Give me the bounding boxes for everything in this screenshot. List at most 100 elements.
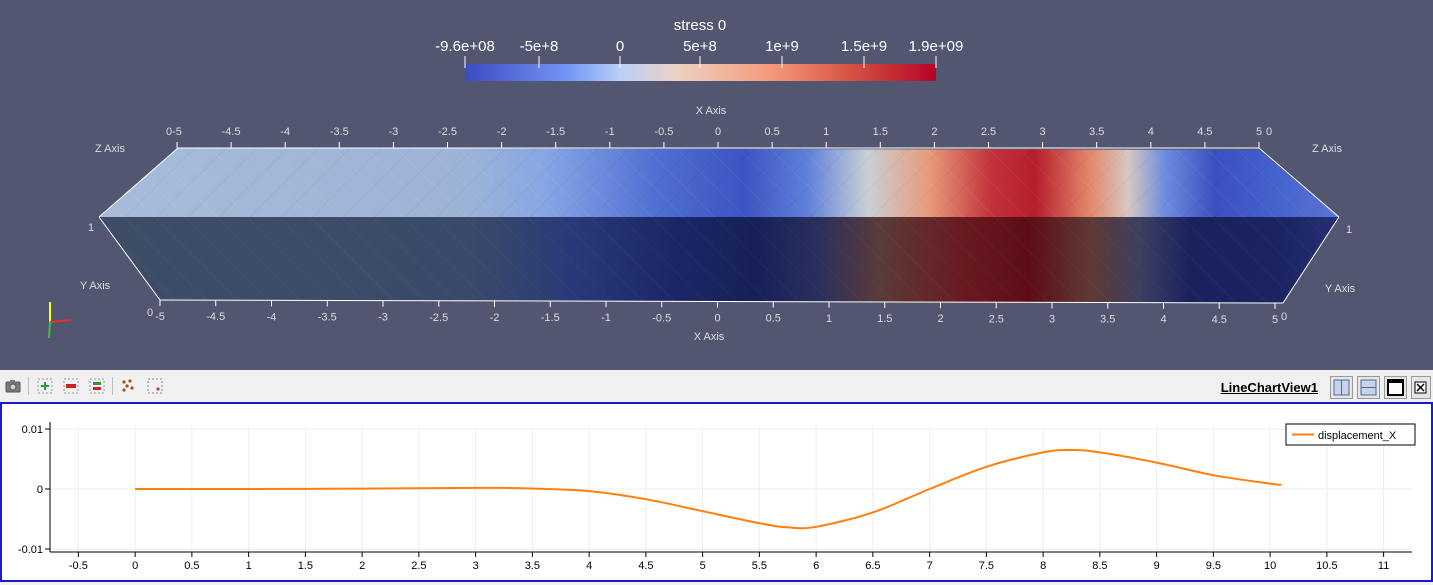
colorbar-label: 0 (616, 38, 624, 55)
colorbar-label: 5e+8 (683, 38, 717, 55)
axis-line-bottom (159, 299, 1284, 304)
x-axis-tick-label-top: 4.5 (1197, 126, 1212, 138)
close-icon[interactable] (1411, 376, 1431, 399)
camera-icon[interactable] (3, 376, 23, 396)
x-axis-tick-label-top: 1 (823, 126, 829, 138)
zoom-in-icon[interactable] (35, 376, 55, 396)
split-horizontal-icon[interactable] (1330, 376, 1353, 399)
x-axis-tick-label-top: -4 (280, 126, 290, 138)
colorbar-title: stress 0 (674, 17, 727, 34)
x-axis-tick-label-top: 2.5 (981, 126, 996, 138)
colorbar-label: 1e+9 (765, 38, 799, 55)
colorbar-labels: -9.6e+08 -5e+8 0 5e+8 1e+9 1.5e+9 1.9e+09 (435, 38, 963, 68)
z-axis-title-right: Z Axis (1312, 143, 1342, 155)
axis-corner-label-left-one: 1 (88, 222, 94, 234)
chart-series (135, 448, 1282, 530)
x-axis-tick-label-bottom: -4 (267, 311, 277, 323)
x-axis-tick-label-bottom: 0 (714, 313, 720, 325)
x-axis-tick-label-top: -5 (172, 126, 182, 138)
chart-view-toolbar: LineChartView1 (0, 372, 1433, 402)
x-tick-label: 0 (132, 560, 138, 572)
orientation-z-axis (48, 321, 51, 339)
zoom-out-icon[interactable] (61, 376, 81, 396)
x-axis-bottom-ticks: -5 -4.5 -4 -3.5 -3 -2.5 -2 -1.5 -1 -0.5 0 0.5 1 1.5 2 2… (155, 300, 1278, 326)
orientation-axes-widget (48, 302, 72, 339)
axis-line-right-bottom (1282, 216, 1340, 304)
toolbar-separator (112, 377, 113, 395)
x-axis-title-bottom: X Axis (694, 331, 725, 343)
chart-legend: displacement_X (1285, 423, 1416, 446)
axis-line-right-top (1258, 147, 1340, 218)
x-tick-label: 10 (1264, 560, 1276, 572)
x-axis-tick-label-bottom: 4.5 (1212, 314, 1227, 326)
x-axis-tick-label-bottom: -3 (378, 312, 388, 324)
x-axis-title-top: X Axis (696, 105, 727, 117)
x-axis-tick-label-top: 4 (1148, 126, 1154, 138)
axis-corner-label-bottom-right: 0 (1281, 311, 1287, 323)
x-axis-tick-label-bottom: 0.5 (766, 313, 781, 325)
x-tick-label: 4.5 (638, 560, 653, 572)
axis-corner-label-bottom-left: 0 (147, 307, 153, 319)
line-chart-view[interactable]: -0.5 0 0.5 1 1.5 2 2.5 3 3.5 4 4.5 5 5.5 6 6.5 7 7.5 8 8.5… (0, 402, 1433, 582)
x-axis-tick-label-top: -0.5 (654, 126, 673, 138)
x-axis-tick-label-bottom: -1.5 (541, 312, 560, 324)
x-axis-top-ticks: -5 -4.5 -4 -3.5 -3 -2.5 -2 -1.5 -1 -0.5 0 0.5 1 1.5 2 2… (172, 126, 1262, 148)
y-tick-label: 0.01 (22, 424, 43, 436)
rubber-band-select-icon[interactable] (145, 376, 165, 396)
x-axis-tick-label-top: 2 (931, 126, 937, 138)
axes-grid (98, 147, 1340, 304)
x-axis-tick-label-top: 3 (1040, 126, 1046, 138)
render-view-3d[interactable]: stress 0 -9.6e+08 -5e+8 0 5e+8 1e+9 1.5e+9 1.9… (0, 0, 1433, 370)
x-axis-tick-label-bottom: -2.5 (429, 312, 448, 324)
x-axis-tick-label-top: -1 (605, 126, 615, 138)
x-tick-label: 10.5 (1316, 560, 1337, 572)
y-axis-title-left: Y Axis (80, 280, 111, 292)
line-chart[interactable]: -0.5 0 0.5 1 1.5 2 2.5 3 3.5 4 4.5 5 5.5 6 6.5 7 7.5 8 8.5… (2, 404, 1431, 580)
x-tick-label: 8 (1040, 560, 1046, 572)
x-axis-tick-label-bottom: 1 (826, 313, 832, 325)
x-tick-label: 6.5 (865, 560, 880, 572)
colorbar-gradient (465, 64, 936, 81)
x-axis-tick-label-bottom: -3.5 (318, 311, 337, 323)
x-tick-label: 9.5 (1206, 560, 1221, 572)
axis-line-left-top (98, 147, 179, 218)
x-tick-label: 1 (246, 560, 252, 572)
x-axis-tick-label-top: -3.5 (330, 126, 349, 138)
x-tick-label: -0.5 (69, 560, 88, 572)
x-axis-tick-label-top: 0 (715, 126, 721, 138)
axis-line-left-bottom (98, 216, 161, 301)
series-line-displacement_X (135, 448, 1282, 530)
colorbar (465, 64, 936, 81)
mesh-front-face-facets (99, 217, 1339, 303)
x-tick-label: 0.5 (184, 560, 199, 572)
scatter-select-icon[interactable] (118, 376, 138, 396)
x-tick-label: 3.5 (525, 560, 540, 572)
x-tick-label: 3 (473, 560, 479, 572)
zoom-to-data-icon[interactable] (87, 376, 107, 396)
x-axis-tick-label-bottom: -1 (601, 312, 611, 324)
axis-corner-label-top-left: 0 (166, 126, 172, 138)
render-canvas[interactable]: stress 0 -9.6e+08 -5e+8 0 5e+8 1e+9 1.5e+9 1.9… (0, 0, 1433, 370)
x-axis-tick-label-bottom: -2 (490, 312, 500, 324)
x-axis-tick-label-bottom: 3 (1049, 313, 1055, 325)
x-axis-tick-label-top: -2.5 (438, 126, 457, 138)
split-vertical-icon[interactable] (1357, 376, 1380, 399)
x-axis-tick-label-bottom: -4.5 (206, 311, 225, 323)
x-axis-tick-label-bottom: -0.5 (652, 312, 671, 324)
x-tick-label: 7.5 (979, 560, 994, 572)
mesh-top-face-facets (99, 148, 1339, 217)
legend-label: displacement_X (1318, 430, 1397, 442)
x-axis-tick-label-top: -4.5 (222, 126, 241, 138)
colorbar-label: -5e+8 (520, 38, 559, 55)
x-axis-tick-label-bottom: 4 (1160, 314, 1166, 326)
colorbar-label: 1.5e+9 (841, 38, 887, 55)
x-axis-tick-label-top: -2 (497, 126, 507, 138)
x-axis-tick-label-bottom: 1.5 (877, 313, 892, 325)
maximize-icon[interactable] (1384, 376, 1407, 399)
colorbar-label: 1.9e+09 (909, 38, 964, 55)
y-axis-title-right: Y Axis (1325, 283, 1356, 295)
x-axis-tick-label-bottom: 5 (1272, 314, 1278, 326)
y-tick-label: 0 (37, 484, 43, 496)
x-axis-tick-label-top: -3 (389, 126, 399, 138)
x-axis-tick-label-bottom: 2.5 (989, 313, 1004, 325)
